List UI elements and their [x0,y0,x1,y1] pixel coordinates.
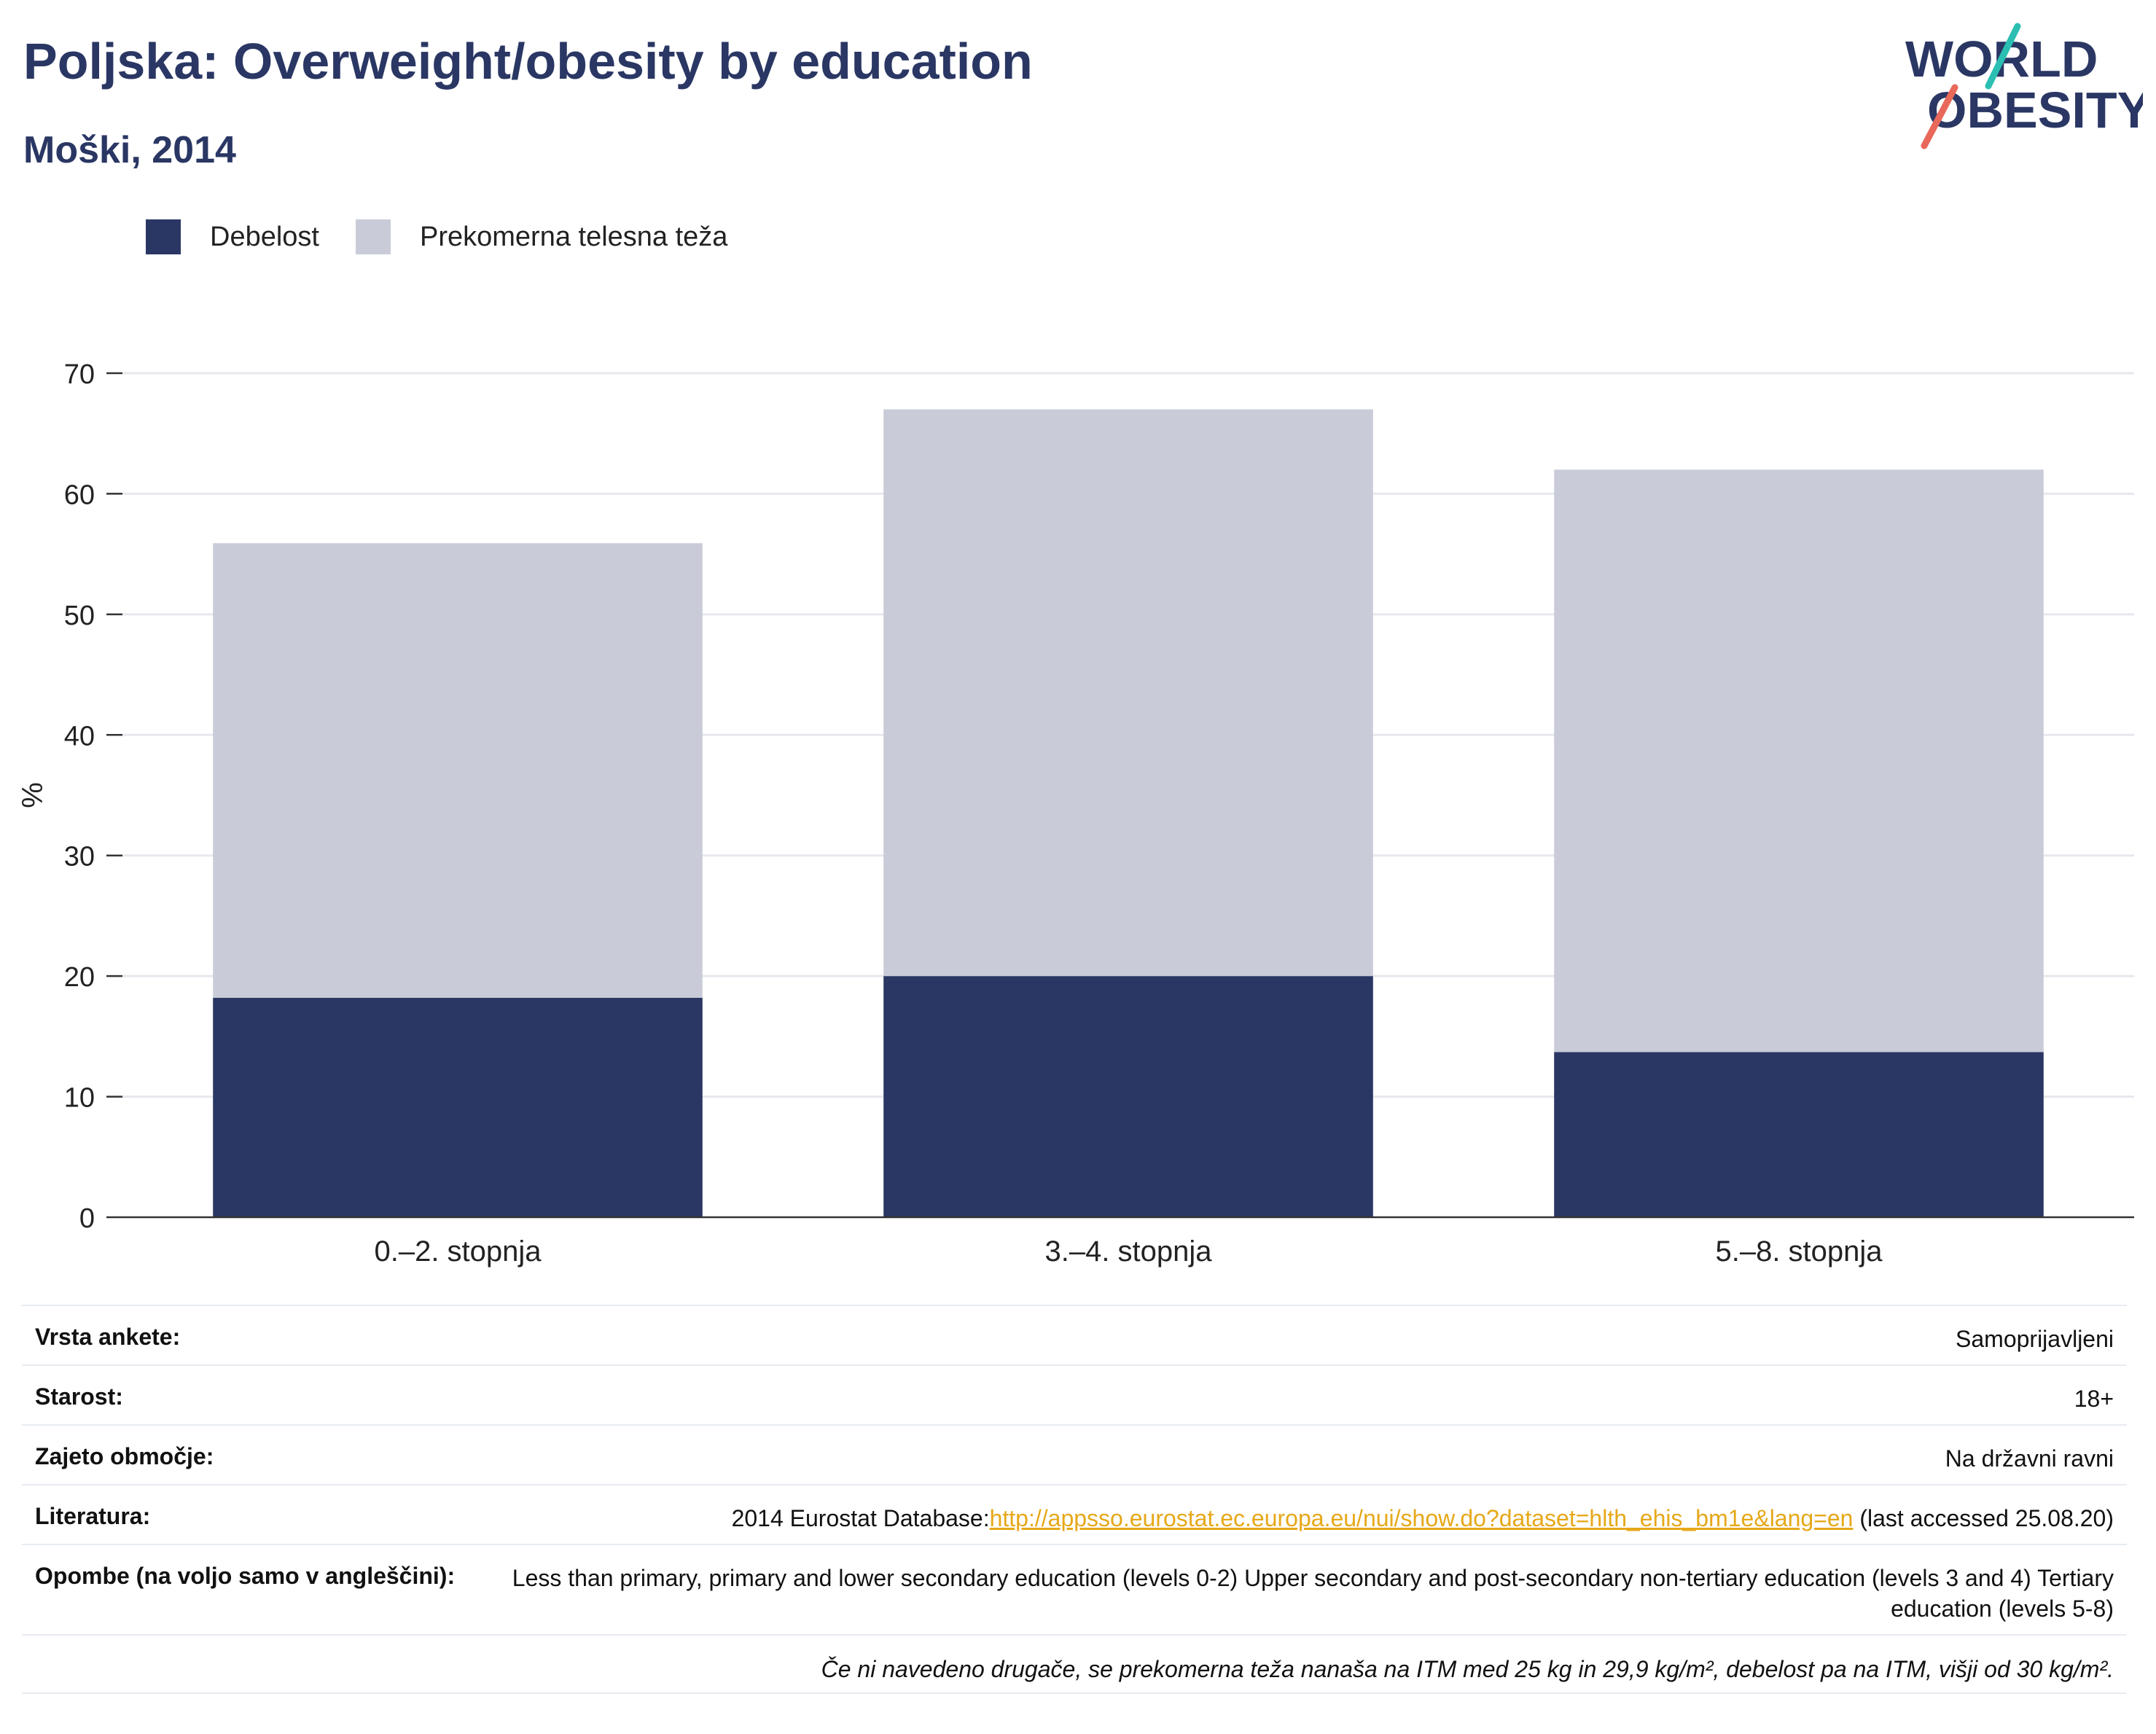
meta-row-coverage: Zajeto območje: Na državni ravni [22,1424,2127,1484]
bar-obesity[interactable] [1554,1052,2044,1217]
bars [213,409,2044,1217]
x-axis-labels: 0.–2. stopnja 3.–4. stopnja 5.–8. stopnja [374,1235,1883,1268]
y-axis-ticks: 0 10 20 30 40 50 60 70 [64,359,122,1234]
x-tick-label: 3.–4. stopnja [1044,1235,1212,1268]
y-axis-label: % [17,782,49,808]
y-tick-label: 30 [64,842,95,872]
bar-chart: 0 10 20 30 40 50 60 70 0.–2. stopnja 3.–4. stopn… [17,359,2134,1268]
world-obesity-logo: WORLD OBESITY [1905,23,2143,149]
bar-obesity[interactable] [883,976,1373,1217]
legend-swatch-obesity [146,219,181,254]
legend-swatch-overweight [355,219,391,254]
legend-label-obesity: Debelost [210,221,319,252]
literature-link[interactable]: http://appsso.eurostat.ec.europa.eu/nui/… [989,1505,1854,1531]
meta-key: Opombe (na voljo samo v angleščini): [35,1563,456,1589]
y-tick-label: 60 [64,480,95,510]
meta-value: Samoprijavljeni [1956,1326,2114,1352]
x-tick-label: 0.–2. stopnja [374,1235,542,1268]
meta-key: Literatura: [35,1503,151,1529]
literature-prefix: 2014 Eurostat Database: [731,1505,990,1531]
meta-value: Less than primary, primary and lower sec… [512,1565,2114,1622]
logo-slash-coral [1921,84,1958,149]
legend-label-overweight: Prekomerna telesna teža [419,221,728,252]
meta-key: Starost: [35,1383,123,1410]
legend-item-overweight[interactable]: Prekomerna telesna teža [355,219,728,254]
y-tick-label: 0 [79,1203,95,1234]
bar-overweight[interactable] [1554,469,2044,1052]
y-tick-label: 10 [64,1083,95,1114]
y-tick-label: 40 [64,721,95,751]
meta-value: 18+ [2074,1386,2114,1412]
logo-slash-teal [1985,23,2021,90]
meta-key: Zajeto območje: [35,1443,214,1469]
bar-overweight[interactable] [883,409,1373,977]
chart-title: Poljska: Overweight/obesity by education [23,33,1033,90]
meta-key: Vrsta ankete: [35,1324,181,1350]
y-tick-label: 50 [64,601,95,631]
bar-obesity[interactable] [213,997,703,1217]
meta-row-notes: Opombe (na voljo samo v angleščini): Les… [22,1544,2127,1634]
meta-value: 2014 Eurostat Database:http://appsso.eur… [732,1503,2114,1534]
literature-suffix: (last accessed 25.08.20) [1853,1505,2114,1531]
meta-row-age: Starost: 18+ [22,1364,2127,1424]
meta-row-literature: Literatura: 2014 Eurostat Database:http:… [22,1484,2127,1544]
chart-legend: Debelost Prekomerna telesna teža [146,215,764,259]
metadata-table: Vrsta ankete: Samoprijavljeni Starost: 1… [22,1305,2127,1694]
logo-text-obesity: OBESITY [1927,82,2143,138]
y-tick-label: 70 [64,359,95,390]
x-tick-label: 5.–8. stopnja [1715,1235,1883,1268]
meta-value: Na državni ravni [1945,1445,2114,1472]
meta-row-survey-type: Vrsta ankete: Samoprijavljeni [22,1305,2127,1364]
bar-overweight[interactable] [213,543,703,998]
legend-item-obesity[interactable]: Debelost [146,219,319,254]
y-tick-label: 20 [64,962,95,993]
chart-subtitle: Moški, 2014 [23,129,236,171]
footnote: Če ni navedeno drugače, se prekomerna te… [22,1634,2127,1694]
